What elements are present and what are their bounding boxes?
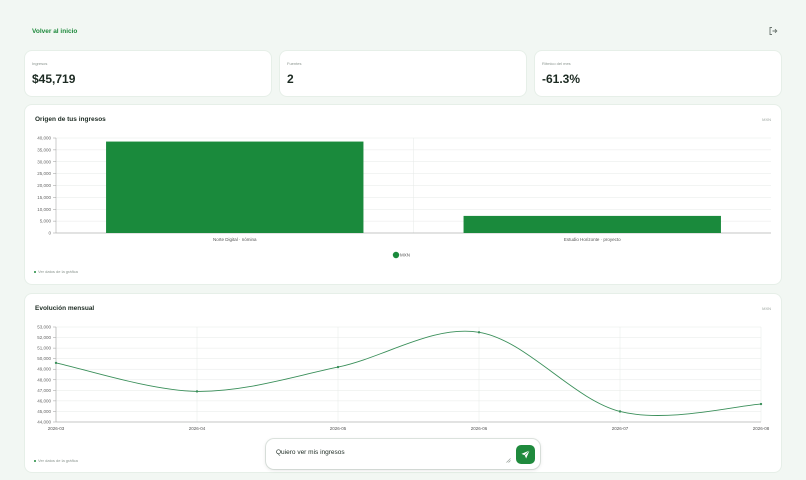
- toggle-label: Ver datos de la gráfica: [38, 458, 78, 463]
- data-point: [195, 390, 199, 393]
- y-tick-label: 15,000: [37, 195, 51, 200]
- y-tick-label: 5,000: [40, 219, 52, 224]
- legend-label: MXN: [400, 253, 410, 258]
- card-title: Evolución mensual: [35, 305, 95, 312]
- y-tick-label: 50,000: [37, 356, 51, 361]
- data-point: [54, 361, 58, 365]
- stat-value: 2: [287, 72, 294, 86]
- y-tick-label: 10,000: [37, 207, 51, 212]
- bar: [106, 141, 364, 233]
- chat-input[interactable]: Quiero ver mis ingresos: [276, 449, 345, 456]
- x-tick-label: 2026-03: [48, 426, 65, 431]
- y-tick-label: 45,000: [37, 409, 51, 414]
- legend-marker: [392, 251, 400, 259]
- y-tick-label: 44,000: [37, 420, 51, 425]
- x-tick-label: Estudio Horizonte · proyecto: [564, 237, 621, 242]
- y-tick-label: 47,000: [37, 388, 51, 393]
- chat-composer: Quiero ver mis ingresos: [266, 439, 540, 469]
- y-tick-label: 35,000: [37, 147, 51, 152]
- stat-card-rhythm: Rítmico del mes -61.3%: [535, 51, 781, 96]
- send-button[interactable]: [516, 445, 535, 464]
- data-point: [618, 410, 622, 413]
- card-title: Origen de tus ingresos: [35, 116, 106, 123]
- data-point: [336, 365, 340, 369]
- y-tick-label: 52,000: [37, 335, 51, 340]
- y-tick-label: 0: [48, 231, 51, 236]
- stat-value: -61.3%: [542, 72, 581, 86]
- x-tick-label: Norte Digital · nómina: [213, 237, 257, 242]
- x-tick-label: 2026-08: [753, 426, 770, 431]
- data-point: [759, 402, 763, 406]
- stat-label: Fuentes: [287, 61, 302, 66]
- card-unit: MXN: [762, 306, 771, 311]
- x-tick-label: 2026-04: [189, 426, 206, 431]
- y-tick-label: 48,000: [37, 377, 51, 382]
- y-tick-label: 46,000: [37, 398, 51, 403]
- data-point: [477, 331, 481, 334]
- y-tick-label: 49,000: [37, 367, 51, 372]
- dot-icon: [34, 459, 36, 462]
- y-tick-label: 30,000: [37, 159, 51, 164]
- x-tick-label: 2026-07: [612, 426, 629, 431]
- line-chart: 44,000 45,000 46,000 47,000 48,000 49,000 50,0…: [37, 325, 770, 432]
- stat-card-income: Ingresos $45,719: [25, 51, 271, 96]
- y-tick-label: 40,000: [37, 136, 51, 141]
- resize-handle-icon[interactable]: [506, 458, 511, 463]
- stat-label: Ingresos: [32, 61, 48, 66]
- series-line: [55, 330, 762, 416]
- send-icon: [521, 450, 530, 459]
- stat-value: $45,719: [32, 72, 76, 86]
- logout-icon[interactable]: [768, 26, 778, 36]
- stat-card-sources: Fuentes 2: [280, 51, 526, 96]
- stat-label: Rítmico del mes: [542, 61, 571, 66]
- y-tick-label: 53,000: [37, 325, 51, 330]
- y-tick-label: 51,000: [37, 346, 51, 351]
- x-tick-label: 2026-05: [330, 426, 347, 431]
- top-bar: Volver al inicio: [32, 26, 778, 40]
- back-to-home-link[interactable]: Volver al inicio: [32, 28, 78, 35]
- y-tick-label: 25,000: [37, 171, 51, 176]
- toggle-label: Ver datos de la gráfica: [38, 269, 78, 274]
- y-tick-label: 20,000: [37, 183, 51, 188]
- x-tick-label: 2026-06: [471, 426, 488, 431]
- card-unit: MXN: [762, 117, 771, 122]
- toggle-chart-data-link[interactable]: Ver datos de la gráfica: [34, 458, 78, 463]
- dot-icon: [34, 270, 36, 273]
- bar-chart: 0 5,000 10,000 15,000 20,000 25,000 30,000 35,0…: [37, 136, 771, 259]
- bar: [463, 215, 721, 233]
- toggle-chart-data-link[interactable]: Ver datos de la gráfica: [34, 269, 78, 274]
